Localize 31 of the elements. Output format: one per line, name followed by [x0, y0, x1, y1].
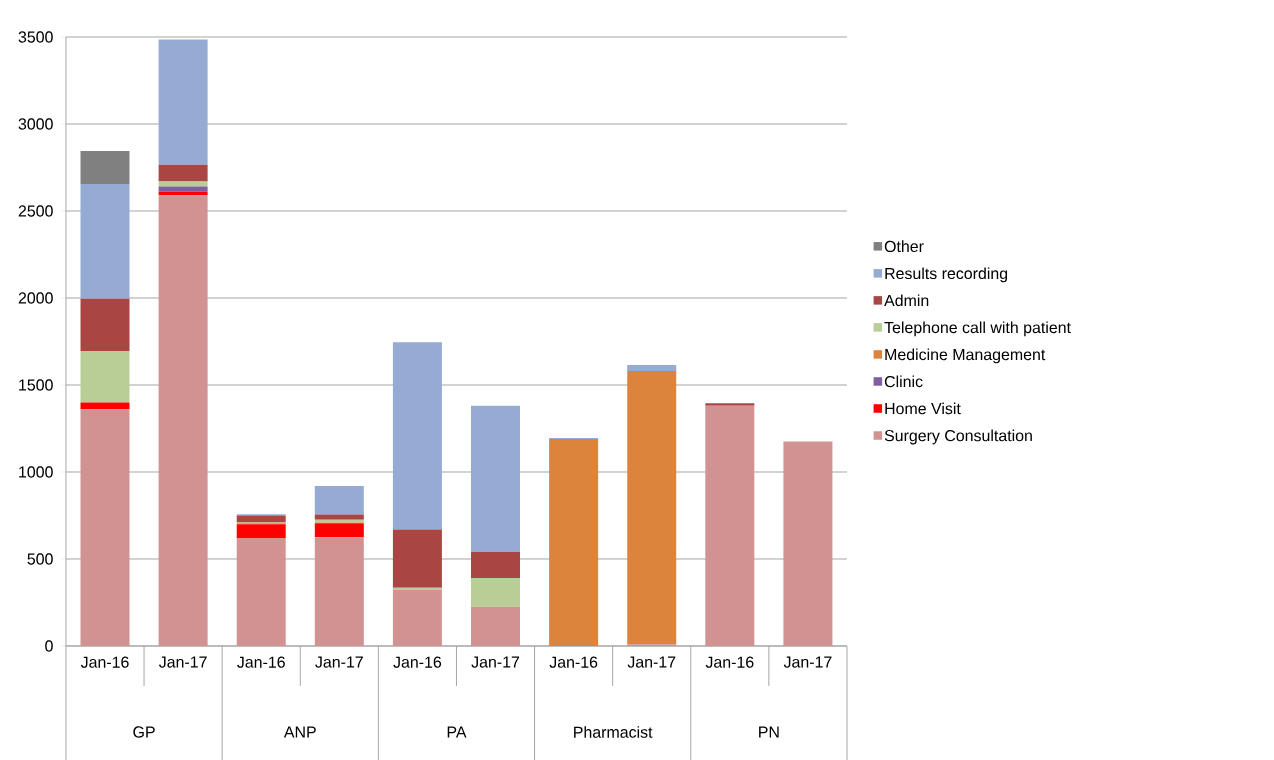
legend-label: Admin: [884, 294, 929, 307]
x-tick-label: Jan-17: [783, 656, 832, 668]
x-tick-label: Jan-16: [549, 656, 598, 668]
legend-label: Clinic: [884, 375, 923, 388]
legend-label: Other: [884, 240, 924, 253]
legend-label: Home Visit: [885, 402, 961, 415]
y-tick-label: 1500: [19, 379, 53, 391]
x-tick-label: Jan-16: [705, 656, 754, 668]
y-tick-label: 2000: [18, 292, 53, 304]
y-tick-label: 500: [27, 553, 53, 565]
text: PA: [447, 726, 467, 738]
x-tick-label: Jan-17: [158, 656, 207, 668]
y-tick-label: 0: [45, 640, 53, 652]
text: Pharmacist: [574, 726, 653, 738]
text: PN: [759, 726, 779, 738]
legend-label: Medicine Management: [885, 348, 1046, 364]
y-tick-label: 1000: [19, 466, 53, 478]
x-tick-label: Jan-17: [471, 656, 520, 668]
x-tick-label: Jan-17: [627, 656, 676, 668]
text: GP: [133, 726, 155, 738]
y-tick-label: 2500: [18, 205, 53, 217]
x-tick-label: Jan-16: [80, 656, 129, 668]
legend-label: Surgery Consultation: [884, 429, 1032, 445]
legend-label: Results recording: [885, 267, 1008, 283]
y-tick-label: 3000: [18, 118, 53, 130]
legend-label: Telephone call with patient: [884, 321, 1071, 337]
x-tick-label: Jan-17: [315, 656, 363, 668]
x-tick-label: Jan-16: [237, 656, 285, 668]
y-tick-label: 3500: [18, 31, 53, 43]
text: ANP: [283, 726, 316, 738]
x-tick-label: Jan-16: [393, 656, 442, 668]
